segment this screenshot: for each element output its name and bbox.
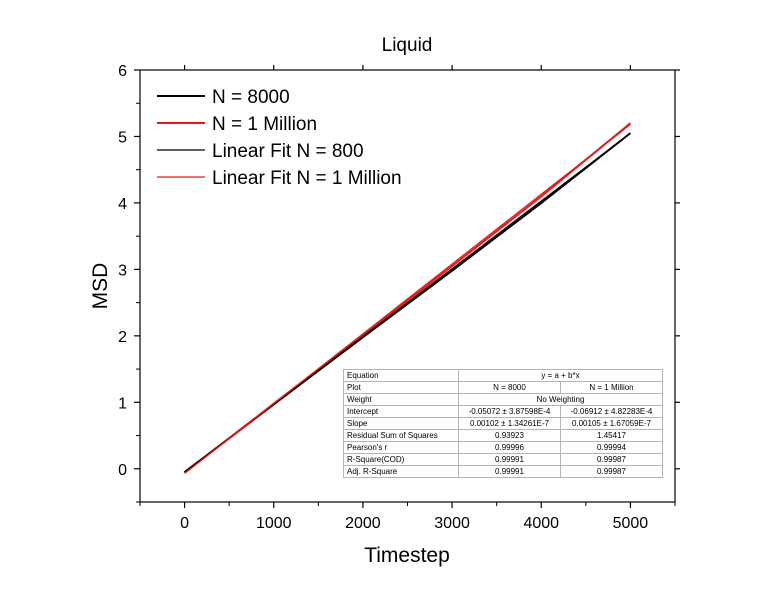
- x-axis-title: Timestep: [364, 544, 450, 567]
- table-cell: N = 8000: [458, 381, 561, 394]
- x-tick-label: 0: [180, 515, 189, 532]
- y-tick-label: 1: [118, 395, 127, 412]
- table-row-label: Intercept: [343, 405, 459, 418]
- table-cell: 0.99996: [458, 441, 561, 454]
- y-tick-label: 4: [118, 196, 127, 213]
- table-row: Residual Sum of Squares 0.93923 1.45417: [343, 429, 663, 442]
- x-tick-label: 2000: [345, 515, 381, 532]
- table-cell: 0.00105 ± 1.67059E-7: [560, 417, 663, 430]
- axis-ticks: 0 1000 2000 3000 4000 5000 0 1 2 3 4 5 6: [118, 63, 680, 532]
- table-row-label: Adj. R-Square: [343, 465, 459, 478]
- chart-title: Liquid: [382, 35, 433, 56]
- table-cell: 0.99991: [458, 453, 561, 466]
- x-tick-label: 3000: [434, 515, 470, 532]
- table-cell: 0.99987: [560, 453, 663, 466]
- table-cell-span: No Weighting: [458, 393, 663, 406]
- table-row-label: Slope: [343, 417, 459, 430]
- table-row: Pearson's r 0.99996 0.99994: [343, 441, 663, 454]
- legend: N = 8000 N = 1 Million Linear Fit N = 800 L…: [157, 87, 402, 189]
- y-tick-label: 2: [118, 329, 127, 346]
- legend-label-1: N = 1 Million: [212, 114, 317, 135]
- table-cell: -0.05072 ± 3.87598E-4: [458, 405, 561, 418]
- table-cell: 0.99991: [458, 465, 561, 478]
- table-row-label: Weight: [343, 393, 459, 406]
- table-row-label: R-Square(COD): [343, 453, 459, 466]
- y-tick-label: 6: [118, 63, 127, 80]
- series-line-3: [184, 123, 631, 474]
- y-axis-title: MSD: [89, 263, 112, 310]
- table-row: R-Square(COD) 0.99991 0.99987: [343, 453, 663, 466]
- table-cell: 0.99994: [560, 441, 663, 454]
- table-row: Intercept -0.05072 ± 3.87598E-4 -0.06912 ±…: [343, 405, 663, 418]
- y-tick-label: 0: [118, 462, 127, 479]
- x-tick-label: 5000: [613, 515, 649, 532]
- x-tick-label: 1000: [256, 515, 292, 532]
- table-cell: 0.00102 ± 1.34261E-7: [458, 417, 561, 430]
- legend-label-3: Linear Fit N = 1 Million: [212, 168, 402, 189]
- table-cell: 0.99987: [560, 465, 663, 478]
- table-row-label: Residual Sum of Squares: [343, 429, 459, 442]
- legend-label-2: Linear Fit N = 800: [212, 141, 364, 162]
- table-cell-span: y = a + b*x: [458, 369, 663, 382]
- table-cell: 1.45417: [560, 429, 663, 442]
- table-row-label: Pearson's r: [343, 441, 459, 454]
- legend-label-0: N = 8000: [212, 87, 290, 108]
- table-cell: N = 1 Million: [560, 381, 663, 394]
- y-tick-label: 3: [118, 262, 127, 279]
- x-tick-label: 4000: [523, 515, 559, 532]
- table-row: Plot N = 8000 N = 1 Million: [343, 381, 663, 394]
- table-row-label: Plot: [343, 381, 459, 394]
- series-layer: [183, 122, 632, 474]
- table-cell: 0.93923: [458, 429, 561, 442]
- table-row-label: Equation: [343, 369, 459, 382]
- table-row: Adj. R-Square 0.99991 0.99987: [343, 465, 663, 478]
- table-row: Weight No Weighting: [343, 393, 663, 406]
- table-row: Equation y = a + b*x: [343, 369, 663, 382]
- fit-statistics-table: Equation y = a + b*x Plot N = 8000 N = 1 Mil…: [343, 369, 663, 478]
- table-cell: -0.06912 ± 4.82283E-4: [560, 405, 663, 418]
- table-row: Slope 0.00102 ± 1.34261E-7 0.00105 ± 1.670…: [343, 417, 663, 430]
- y-tick-label: 5: [118, 129, 127, 146]
